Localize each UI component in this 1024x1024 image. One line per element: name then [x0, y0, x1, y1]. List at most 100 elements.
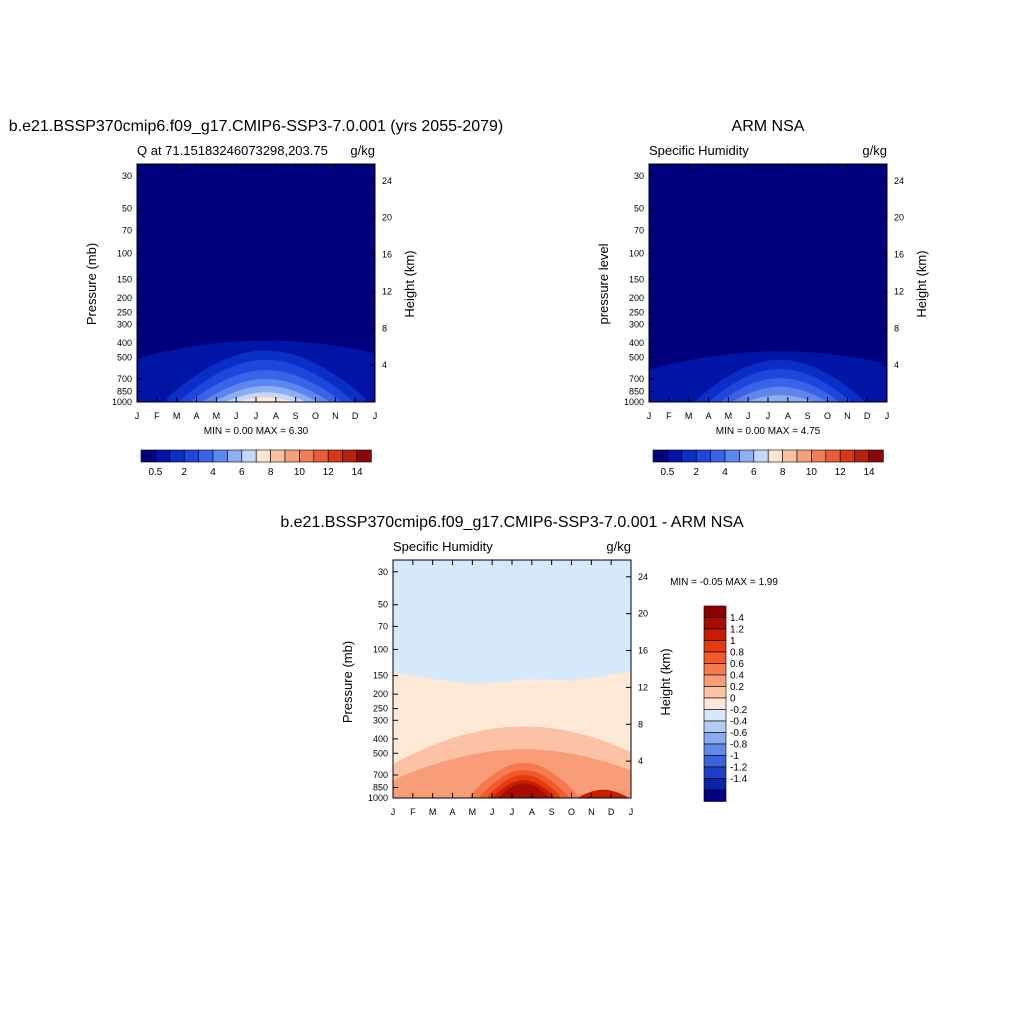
- colorbar-box: [703, 605, 727, 618]
- colorbar-box: [667, 449, 683, 463]
- colorbar-label: 2: [181, 467, 187, 478]
- y-tick-label: 70: [122, 225, 132, 235]
- y-right-tick-label: 24: [638, 572, 648, 582]
- x-tick-label: J: [885, 411, 890, 421]
- y-tick-label: 850: [373, 783, 388, 793]
- x-tick-label: O: [824, 411, 831, 421]
- colorbar-label: 0: [730, 694, 736, 705]
- x-tick-label: O: [568, 807, 575, 817]
- colorbar-box: [313, 449, 329, 463]
- colorbar-box: [227, 449, 243, 463]
- colorbar-label: 6: [239, 467, 245, 478]
- colorbar-label: -1: [730, 751, 739, 762]
- y-tick-label: 250: [629, 308, 644, 318]
- colorbar-box: [703, 651, 727, 664]
- y-tick-label: 400: [629, 338, 644, 348]
- y-tick-label: 70: [378, 621, 388, 631]
- colorbar-label: 1.2: [730, 625, 744, 636]
- panel-diff-subtitle: Specific Humidity: [393, 539, 493, 554]
- colorbar-box: [155, 449, 171, 463]
- y-tick-label: 850: [117, 387, 132, 397]
- y-tick-label: 200: [373, 689, 388, 699]
- colorbar-box: [703, 674, 727, 687]
- x-tick-label: N: [332, 411, 339, 421]
- x-tick-label: J: [373, 411, 378, 421]
- x-tick-label: J: [234, 411, 239, 421]
- y-right-tick-label: 8: [894, 323, 899, 333]
- colorbar-label: -0.2: [730, 705, 748, 716]
- x-tick-label: M: [725, 411, 733, 421]
- panel-model-subtitle: Q at 71.15183246073298,203.75: [137, 143, 328, 158]
- colorbar-box: [703, 628, 727, 641]
- y-tick-label: 150: [373, 671, 388, 681]
- colorbar-box: [255, 449, 271, 463]
- y-tick-label: 250: [373, 704, 388, 714]
- x-tick-label: A: [193, 411, 199, 421]
- y-right-tick-label: 12: [894, 286, 904, 296]
- colorbar-label: 0.4: [730, 671, 744, 682]
- colorbar-box: [710, 449, 726, 463]
- y-tick-label: 200: [117, 293, 132, 303]
- y-right-tick-label: 8: [638, 719, 643, 729]
- colorbar-box: [212, 449, 228, 463]
- colorbar-box: [767, 449, 783, 463]
- colorbar-label: 14: [351, 467, 363, 478]
- y-tick-label: 100: [629, 248, 644, 258]
- x-tick-label: A: [449, 807, 455, 817]
- panel-obs-title: ARM NSA: [732, 118, 805, 135]
- x-tick-label: S: [805, 411, 811, 421]
- y-tick-label: 50: [634, 204, 644, 214]
- colorbar-label: 0.6: [730, 659, 744, 670]
- panel-model-ylabel: Pressure (mb): [84, 243, 99, 325]
- contour-band-5: [226, 392, 306, 402]
- colorbar-box: [703, 720, 727, 733]
- x-tick-label: M: [429, 807, 437, 817]
- panel-obs-plot-area: [649, 164, 887, 402]
- x-tick-label: J: [510, 807, 515, 817]
- colorbar-box: [811, 449, 827, 463]
- y-tick-label: 300: [373, 715, 388, 725]
- y-right-tick-label: 20: [638, 609, 648, 619]
- colorbar-box: [703, 617, 727, 630]
- contour-band-4: [746, 395, 814, 402]
- y-tick-label: 1000: [368, 793, 388, 803]
- panel-model-title: b.e21.BSSP370cmip6.f09_g17.CMIP6-SSP3-7.…: [9, 118, 504, 135]
- y-tick-label: 1000: [112, 397, 132, 407]
- y-tick-label: 30: [378, 567, 388, 577]
- y-tick-label: 400: [373, 734, 388, 744]
- colorbar-box: [703, 663, 727, 676]
- colorbar-box: [652, 449, 668, 463]
- panel-model-units: g/kg: [350, 143, 375, 158]
- x-tick-label: F: [410, 807, 416, 817]
- colorbar-box: [169, 449, 185, 463]
- y-tick-label: 850: [629, 387, 644, 397]
- colorbar-box: [299, 449, 315, 463]
- y-right-tick-label: 12: [382, 286, 392, 296]
- diff-secondary-max: [577, 789, 629, 798]
- colorbar-box: [868, 449, 884, 463]
- y-right-tick-label: 8: [382, 323, 387, 333]
- panel-diff-minmax: MIN = -0.05 MAX = 1.99: [670, 577, 778, 588]
- y-right-tick-label: 16: [894, 250, 904, 260]
- colorbar-box: [327, 449, 343, 463]
- colorbar-box: [854, 449, 870, 463]
- panel-model-colorbar: 0.5 2 4 6 8 10 12 14: [140, 449, 372, 478]
- colorbar-label: 1: [730, 636, 736, 647]
- y-right-tick-label: 16: [638, 646, 648, 656]
- y-tick-label: 300: [629, 319, 644, 329]
- x-tick-label: J: [135, 411, 140, 421]
- colorbar-label: 0.2: [730, 682, 744, 693]
- y-right-tick-label: 20: [894, 213, 904, 223]
- colorbar-box: [782, 449, 798, 463]
- colorbar-label: 0.8: [730, 648, 744, 659]
- x-tick-label: A: [785, 411, 791, 421]
- colorbar-label: 10: [294, 467, 306, 478]
- y-tick-label: 300: [117, 319, 132, 329]
- colorbar-box: [703, 789, 727, 802]
- y-right-tick-label: 24: [382, 176, 392, 186]
- y-right-tick-label: 4: [638, 756, 643, 766]
- x-tick-label: J: [490, 807, 495, 817]
- colorbar-box: [183, 449, 199, 463]
